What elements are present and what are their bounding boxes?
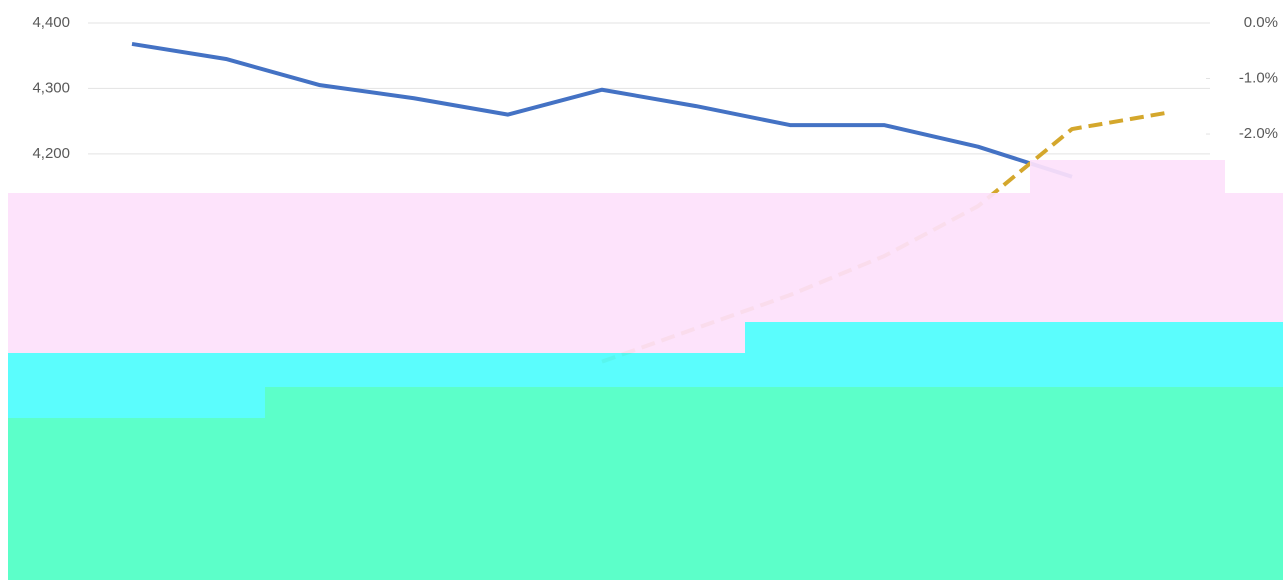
y-tick-label: 4,300 bbox=[32, 79, 70, 96]
overlay bbox=[8, 160, 1283, 580]
y2-tick-label: 0.0% bbox=[1244, 14, 1278, 31]
overlay-block bbox=[265, 387, 1283, 580]
y-tick-label: 4,400 bbox=[32, 14, 70, 31]
overlay-block bbox=[8, 387, 265, 418]
y2-tick-label: -2.0% bbox=[1239, 125, 1278, 142]
y-tick-label: 4,200 bbox=[32, 145, 70, 162]
overlay-block bbox=[8, 418, 265, 580]
series-line bbox=[131, 41, 1073, 179]
y2-tick-label: -1.0% bbox=[1239, 69, 1278, 86]
plot-area: 4,200 4,300 4,400 0.0% -1.0% -2.0% bbox=[32, 14, 1278, 364]
overlay-block bbox=[1030, 160, 1225, 193]
overlay-block bbox=[8, 353, 1283, 387]
